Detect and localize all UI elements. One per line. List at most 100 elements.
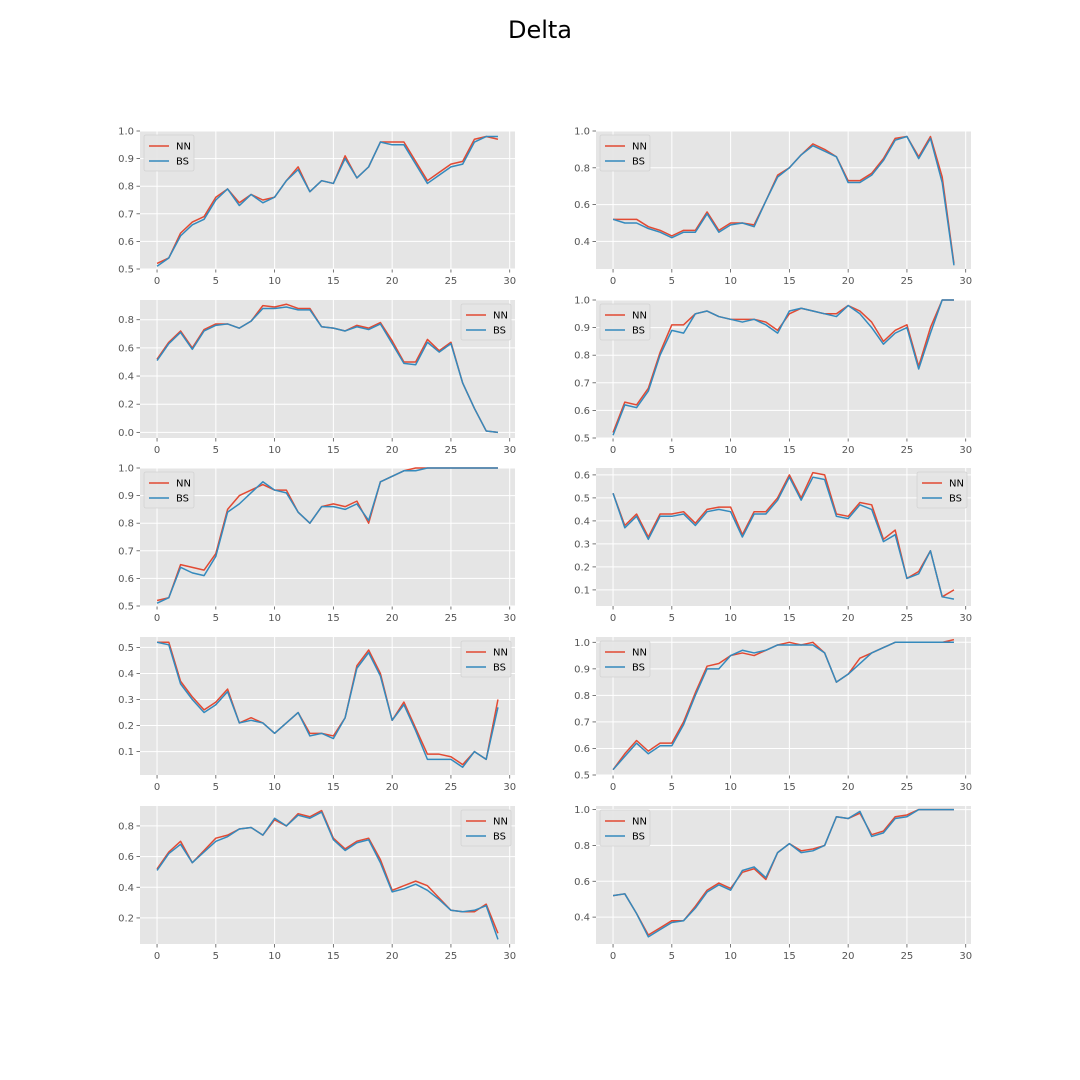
panel-4-legend: NN BS xyxy=(599,303,651,341)
panel-3-ytick-label: 0.4 xyxy=(118,372,134,383)
panel-7-xtick-label: 30 xyxy=(503,782,516,793)
panel-3: 0 5 10 15 20 25 30 0.0 0.2 0.4 0.6 0.8 NN BS xyxy=(118,300,516,456)
panel-5-ytick-label: 0.6 xyxy=(118,574,134,585)
panel-5-xtick-label: 0 xyxy=(154,613,160,624)
panel-2-xtick-label: 0 xyxy=(610,276,616,287)
panel-8-ytick-label: 0.6 xyxy=(574,744,590,755)
panel-9-legend-label-nn: NN xyxy=(493,817,508,828)
panel-8-xtick-label: 25 xyxy=(901,782,914,793)
panel-1-xtick-label: 15 xyxy=(327,276,340,287)
panel-8-ytick-label: 0.7 xyxy=(574,717,590,728)
panel-3-ytick-label: 0.6 xyxy=(118,343,134,354)
panel-9-plot-area xyxy=(140,806,515,944)
panel-3-legend: NN BS xyxy=(460,303,512,341)
panel-1-xtick-label: 10 xyxy=(268,276,281,287)
panel-7-ytick-label: 0.3 xyxy=(118,695,134,706)
panel-9-series-bs-line xyxy=(156,811,499,940)
panel-10-xtick-label: 5 xyxy=(669,951,675,962)
panel-8-ytick-label: 1.0 xyxy=(574,638,590,649)
panel-2-xtick-label: 20 xyxy=(842,276,855,287)
panel-4-legend-label-bs: BS xyxy=(632,326,645,337)
panel-7: 0 5 10 15 20 25 30 0.1 0.2 0.3 0.4 0.5 NN BS xyxy=(118,637,516,793)
panel-7-legend-box xyxy=(460,640,512,678)
panel-5-ytick-label: 0.8 xyxy=(118,519,134,530)
panel-6-series-nn-line xyxy=(612,471,955,598)
panel-10-xtick-label: 15 xyxy=(783,951,796,962)
panel-10-xtick-label: 25 xyxy=(901,951,914,962)
panel-7-ytick-label: 0.4 xyxy=(118,669,134,680)
panel-4-ytick-label: 0.6 xyxy=(574,406,590,417)
panel-6-ytick-label: 0.4 xyxy=(574,516,590,527)
panel-9-ytick-label: 0.8 xyxy=(118,821,134,832)
panel-1-xtick-label: 30 xyxy=(503,276,516,287)
panel-3-xtick-label: 15 xyxy=(327,445,340,456)
panel-5-xtick-label: 20 xyxy=(386,613,399,624)
panel-2-xtick-label: 10 xyxy=(724,276,737,287)
panel-2-series-bs-line xyxy=(612,135,955,266)
panel-1-xtick-label: 0 xyxy=(154,276,160,287)
panel-2-plot-area xyxy=(596,131,971,269)
panel-10-ytick-label: 0.4 xyxy=(574,913,590,924)
panel-3-plot-area xyxy=(140,300,515,438)
panel-4-xtick-label: 5 xyxy=(669,445,675,456)
panel-9-legend: NN BS xyxy=(460,809,512,847)
panel-5-ytick-label: 0.7 xyxy=(118,546,134,557)
panel-6-ytick-label: 0.3 xyxy=(574,539,590,550)
panel-1-xtick-label: 20 xyxy=(386,276,399,287)
panel-9-xtick-label: 10 xyxy=(268,951,281,962)
panel-4-xtick-label: 25 xyxy=(901,445,914,456)
panel-10-legend: NN BS xyxy=(599,809,651,847)
panel-8-xtick-label: 30 xyxy=(959,782,972,793)
panel-9-ytick-label: 0.4 xyxy=(118,883,134,894)
panel-2-legend-label-nn: NN xyxy=(632,142,647,153)
panel-5-ytick-label: 0.9 xyxy=(118,491,134,502)
panel-7-series-bs-line xyxy=(156,641,499,768)
panel-4-xtick-label: 0 xyxy=(610,445,616,456)
panel-7-xtick-label: 25 xyxy=(445,782,458,793)
panel-6-ytick-label: 0.5 xyxy=(574,493,590,504)
panel-7-series-nn-line xyxy=(157,641,499,766)
panel-2-xtick-label: 25 xyxy=(901,276,914,287)
panel-10-plot-area xyxy=(596,806,971,944)
panel-5-ytick-label: 1.0 xyxy=(118,464,134,475)
panel-5-xtick-label: 25 xyxy=(445,613,458,624)
panel-8-legend: NN BS xyxy=(599,640,651,678)
panel-1-ytick-label: 1.0 xyxy=(118,127,134,138)
panel-1-legend-label-bs: BS xyxy=(176,157,189,168)
panel-5: 0 5 10 15 20 25 30 0.5 0.6 0.7 0.8 0.9 1.0 NN BS xyxy=(118,464,516,625)
panel-8-ytick-label: 0.8 xyxy=(574,691,590,702)
panel-9-legend-box xyxy=(460,809,512,847)
panel-9-xtick-label: 15 xyxy=(327,951,340,962)
panel-3-series-bs-line xyxy=(156,306,499,434)
panel-1-legend: NN BS xyxy=(143,134,195,172)
panel-10-series-bs-line xyxy=(612,808,954,938)
panel-6-ytick-label: 0.1 xyxy=(574,585,590,596)
panel-4-xtick-label: 30 xyxy=(959,445,972,456)
panel-9-xtick-label: 5 xyxy=(213,951,219,962)
panel-8: 0 5 10 15 20 25 30 0.5 0.6 0.7 0.8 0.9 1.0 NN BS xyxy=(574,637,972,793)
panel-2-xtick-label: 30 xyxy=(959,276,972,287)
panel-9: 0 5 10 15 20 25 30 0.2 0.4 0.6 0.8 NN BS xyxy=(118,806,516,962)
panel-7-ytick-label: 0.1 xyxy=(118,747,134,758)
panel-4-ytick-label: 0.5 xyxy=(574,434,590,445)
panel-9-legend-label-bs: BS xyxy=(493,832,506,843)
panel-8-xtick-label: 0 xyxy=(610,782,616,793)
panel-8-legend-label-nn: NN xyxy=(632,648,647,659)
panel-7-xtick-label: 10 xyxy=(268,782,281,793)
panel-5-xtick-label: 15 xyxy=(327,613,340,624)
panel-7-ytick-label: 0.2 xyxy=(118,721,134,732)
panel-6-legend-box xyxy=(916,471,968,509)
panel-7-legend: NN BS xyxy=(460,640,512,678)
panel-5-ytick-label: 0.5 xyxy=(118,602,134,613)
panel-6: 0 5 10 15 20 25 30 0.1 0.2 0.3 0.4 0.5 0.6 NN BS xyxy=(574,468,972,624)
panel-6-legend-label-nn: NN xyxy=(949,479,964,490)
panel-7-xtick-label: 0 xyxy=(154,782,160,793)
panel-10-legend-box xyxy=(599,809,651,847)
panel-3-legend-box xyxy=(460,303,512,341)
panel-6-xtick-label: 5 xyxy=(669,613,675,624)
panel-5-legend-label-bs: BS xyxy=(176,494,189,505)
panel-3-ytick-label: 0.2 xyxy=(118,400,134,411)
panel-2-ytick-label: 0.4 xyxy=(574,237,590,248)
panel-10-legend-label-bs: BS xyxy=(632,832,645,843)
panel-8-series-bs-line xyxy=(612,641,954,771)
